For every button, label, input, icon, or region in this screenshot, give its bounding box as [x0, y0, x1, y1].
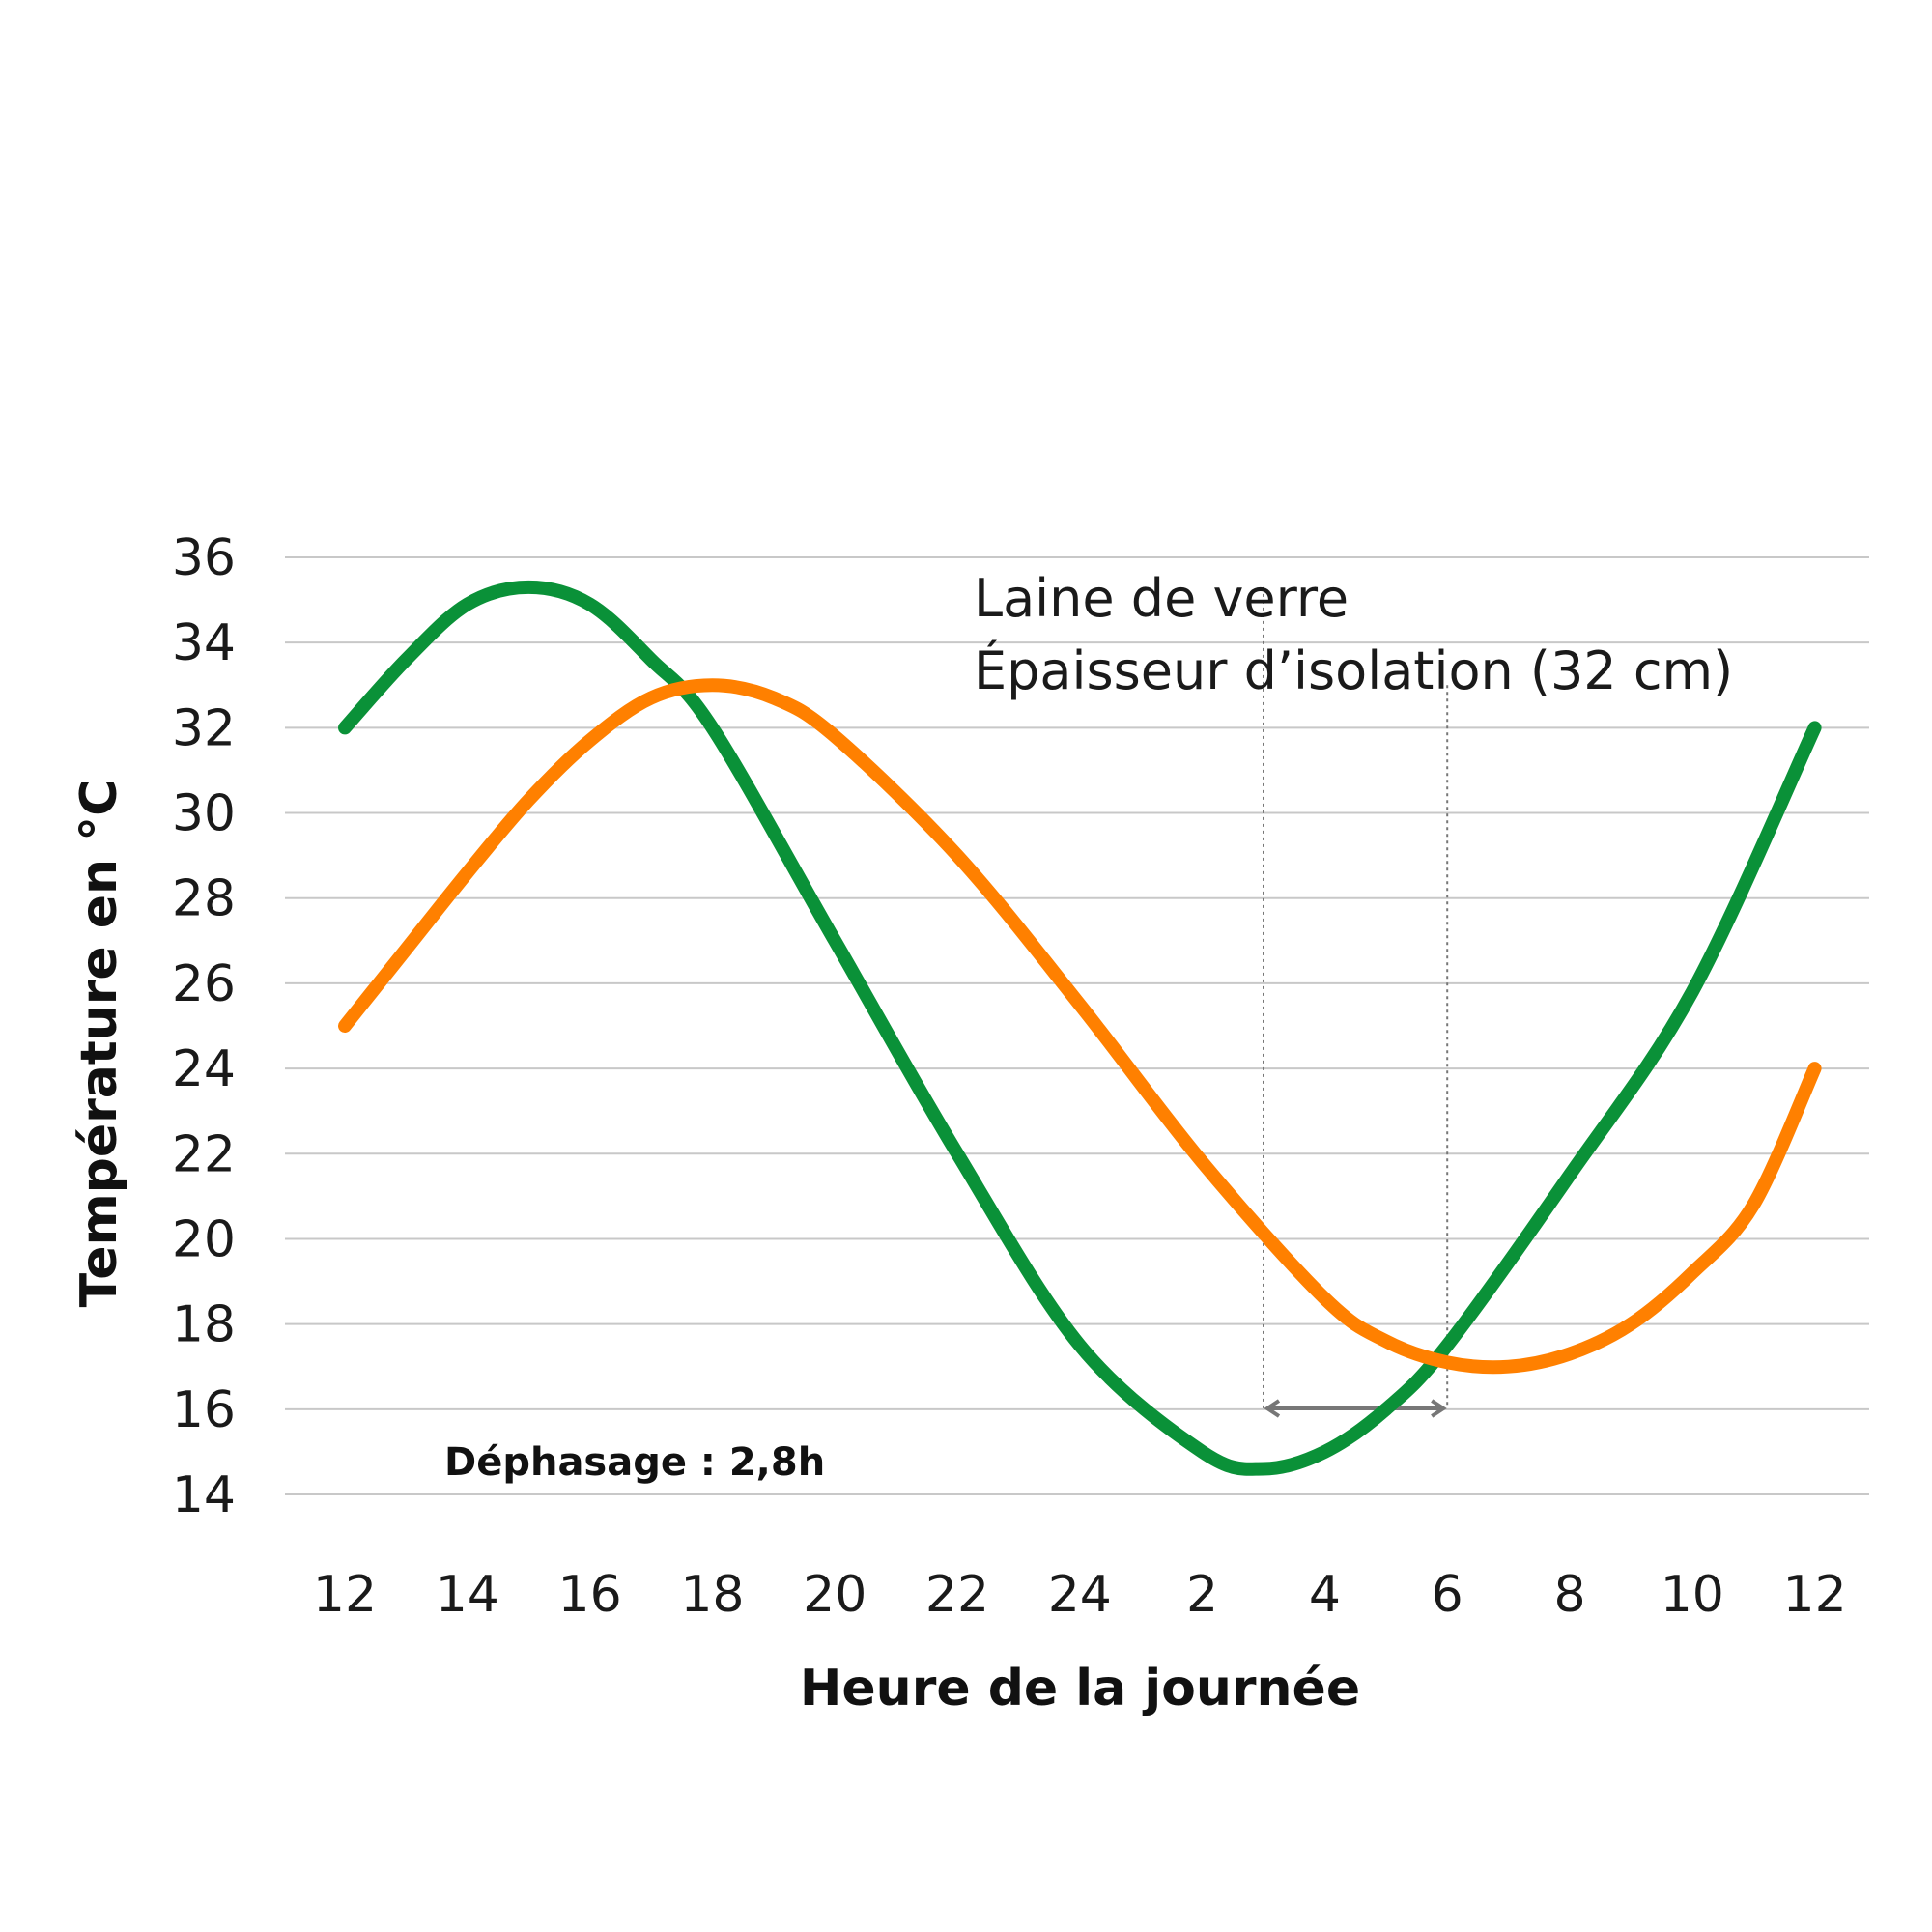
y-tick-label: 22 — [172, 1125, 236, 1183]
arrowhead-left — [1264, 1399, 1281, 1418]
x-tick-label: 16 — [558, 1566, 622, 1624]
phase-shift-label: Déphasage : 2,8h — [444, 1440, 825, 1485]
x-axis-ticks: 12 14 16 18 20 22 24 2 4 6 8 10 12 — [313, 1566, 1847, 1624]
y-axis-title: Température en °C — [71, 780, 128, 1308]
y-axis-ticks: 14 16 18 20 22 24 26 28 30 32 34 36 — [172, 529, 236, 1524]
y-tick-label: 30 — [172, 785, 236, 843]
x-tick-label: 12 — [313, 1566, 377, 1624]
x-tick-label: 2 — [1186, 1566, 1218, 1624]
y-tick-label: 32 — [172, 699, 236, 757]
y-tick-label: 34 — [172, 614, 236, 672]
gridlines — [285, 556, 1869, 1495]
y-tick-label: 24 — [172, 1040, 236, 1098]
y-tick-label: 36 — [172, 529, 236, 587]
x-tick-label: 18 — [680, 1566, 744, 1624]
arrowhead-right — [1431, 1399, 1447, 1418]
chart-note-material: Laine de verre — [974, 568, 1349, 629]
x-tick-label: 14 — [436, 1566, 499, 1624]
phase-shift-guides — [1263, 586, 1449, 1418]
x-tick-label: 12 — [1783, 1566, 1847, 1624]
series-lines — [338, 580, 1822, 1476]
x-tick-label: 4 — [1309, 1566, 1341, 1624]
x-tick-label: 24 — [1048, 1566, 1112, 1624]
y-tick-label: 14 — [172, 1466, 236, 1524]
y-tick-label: 16 — [172, 1381, 236, 1439]
y-tick-label: 20 — [172, 1210, 236, 1268]
series-line-1 — [338, 580, 1822, 1476]
x-tick-label: 10 — [1661, 1566, 1724, 1624]
x-axis-title: Heure de la journée — [800, 1660, 1360, 1718]
y-tick-label: 18 — [172, 1296, 236, 1354]
x-tick-label: 6 — [1432, 1566, 1463, 1624]
chart-note-thickness: Épaisseur d’isolation (32 cm) — [974, 640, 1733, 701]
x-tick-label: 20 — [803, 1566, 867, 1624]
y-tick-label: 28 — [172, 870, 236, 928]
x-tick-label: 8 — [1553, 1566, 1585, 1624]
x-tick-label: 22 — [925, 1566, 989, 1624]
series-line-2 — [338, 678, 1822, 1375]
y-tick-label: 26 — [172, 955, 236, 1013]
